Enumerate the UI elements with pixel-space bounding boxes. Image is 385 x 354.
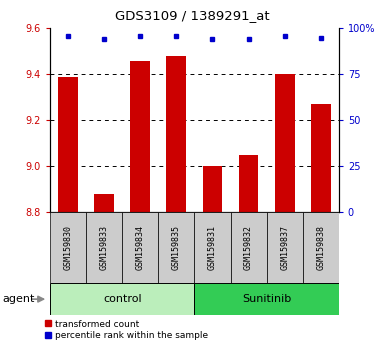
Bar: [166, 56, 186, 212]
Bar: [239, 155, 258, 212]
Bar: [203, 166, 223, 212]
Bar: [194, 283, 339, 315]
Bar: [50, 212, 86, 283]
Text: Sunitinib: Sunitinib: [242, 294, 291, 304]
Text: GSM159833: GSM159833: [100, 225, 109, 270]
Bar: [122, 212, 158, 283]
Text: agent: agent: [2, 294, 34, 304]
Bar: [266, 212, 303, 283]
Bar: [311, 104, 331, 212]
Text: GDS3109 / 1389291_at: GDS3109 / 1389291_at: [115, 9, 270, 22]
Bar: [94, 194, 114, 212]
Text: GSM159835: GSM159835: [172, 225, 181, 270]
Bar: [86, 212, 122, 283]
Bar: [50, 283, 194, 315]
Bar: [58, 76, 78, 212]
Text: GSM159832: GSM159832: [244, 225, 253, 270]
Legend: transformed count, percentile rank within the sample: transformed count, percentile rank withi…: [43, 320, 208, 340]
Bar: [131, 61, 150, 212]
Text: GSM159831: GSM159831: [208, 225, 217, 270]
Bar: [231, 212, 266, 283]
Bar: [303, 212, 339, 283]
Bar: [158, 212, 194, 283]
Text: GSM159834: GSM159834: [136, 225, 145, 270]
Bar: [194, 212, 231, 283]
Text: control: control: [103, 294, 142, 304]
Bar: [275, 74, 295, 212]
Text: GSM159838: GSM159838: [316, 225, 325, 270]
Text: GSM159837: GSM159837: [280, 225, 289, 270]
Text: GSM159830: GSM159830: [64, 225, 73, 270]
